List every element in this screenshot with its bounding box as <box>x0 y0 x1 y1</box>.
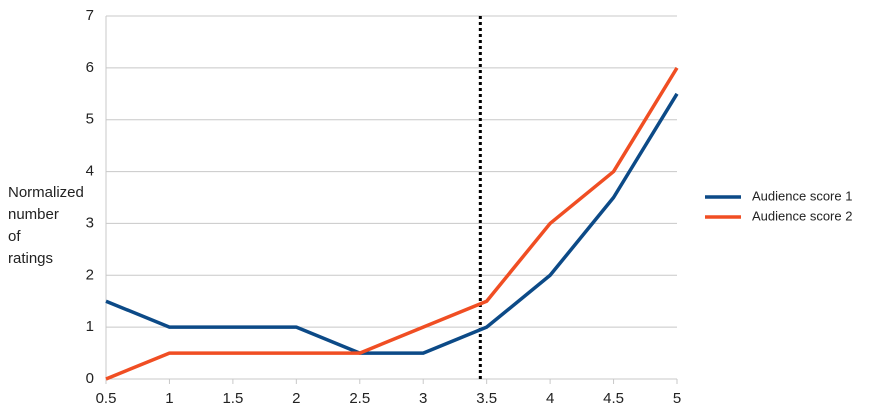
y-tick-label: 0 <box>86 370 94 387</box>
legend-label: Audience score 2 <box>752 208 852 223</box>
y-tick-label: 2 <box>86 266 94 283</box>
y-tick-label: 4 <box>86 163 94 180</box>
y-tick-label: 7 <box>86 7 94 24</box>
x-tick-label: 3 <box>419 390 427 407</box>
series-line <box>105 66 679 381</box>
y-tick-label: 6 <box>86 59 94 76</box>
x-tick-label: 4.5 <box>603 390 624 407</box>
x-tick-label: 1.5 <box>222 390 243 407</box>
y-axis-label: ratings <box>8 250 53 267</box>
x-tick-label: 0.5 <box>96 390 117 407</box>
x-tick-label: 2.5 <box>349 390 370 407</box>
y-axis-label: Normalized <box>8 184 84 201</box>
x-tick-label: 3.5 <box>476 390 497 407</box>
y-tick-label: 1 <box>86 318 94 335</box>
x-tick-label: 1 <box>165 390 173 407</box>
y-axis-label: number <box>8 206 59 223</box>
legend-label: Audience score 1 <box>752 188 852 203</box>
y-axis-label: of <box>8 228 21 245</box>
x-tick-label: 4 <box>546 390 554 407</box>
y-tick-label: 3 <box>86 214 94 231</box>
y-tick-label: 5 <box>86 111 94 128</box>
series-line <box>105 92 679 355</box>
x-tick-label: 5 <box>673 390 681 407</box>
x-tick-label: 2 <box>292 390 300 407</box>
